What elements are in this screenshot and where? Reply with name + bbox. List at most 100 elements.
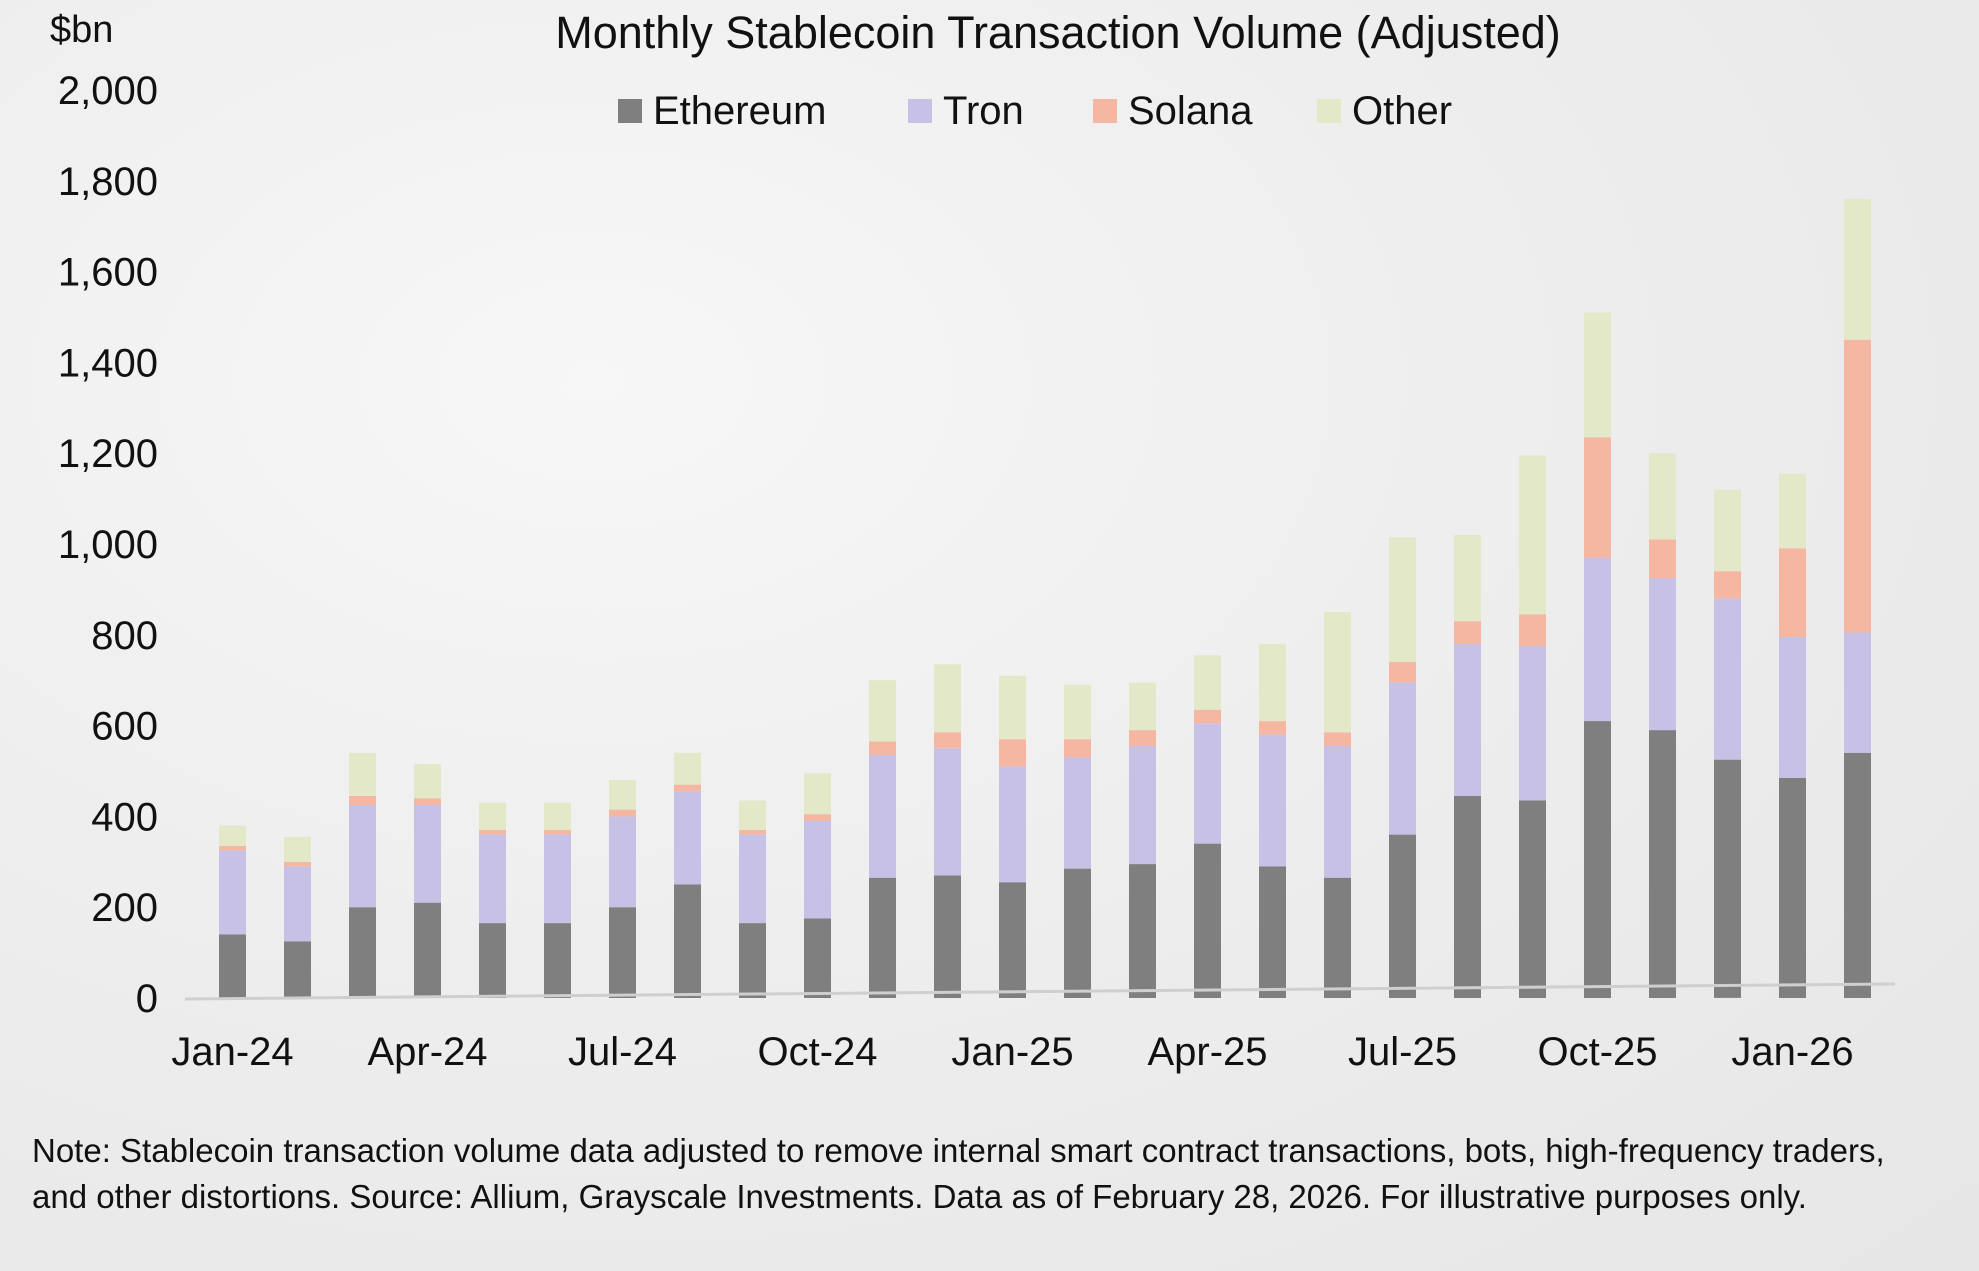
bar-ethereum-nov-25	[1649, 730, 1676, 998]
bar-tron-feb-25	[1064, 757, 1091, 869]
bar-other-dec-25	[1714, 489, 1741, 572]
bar-other-apr-24	[414, 764, 441, 799]
y-tick-label: 0	[136, 977, 158, 1021]
bar-tron-mar-24	[349, 805, 376, 908]
legend-swatch-solana	[1093, 99, 1117, 123]
legend-label-tron: Tron	[943, 89, 1024, 133]
chart-title: Monthly Stablecoin Transaction Volume (A…	[555, 7, 1561, 58]
bar-ethereum-feb-24	[284, 941, 311, 999]
x-tick-label: Apr-25	[1147, 1030, 1267, 1074]
bar-solana-apr-25	[1194, 709, 1221, 724]
bar-ethereum-oct-24	[804, 918, 831, 998]
bar-ethereum-jul-24	[609, 907, 636, 998]
bar-other-mar-24	[349, 752, 376, 796]
x-tick-label: Oct-25	[1537, 1030, 1657, 1074]
footnote: Note: Stablecoin transaction volume data…	[32, 1132, 1885, 1215]
bar-ethereum-nov-24	[869, 877, 896, 998]
bar-solana-oct-25	[1584, 437, 1611, 558]
bar-solana-mar-25	[1129, 730, 1156, 746]
bar-other-jul-24	[609, 780, 636, 810]
bar-solana-jul-25	[1389, 662, 1416, 683]
bar-ethereum-may-25	[1259, 866, 1286, 998]
bar-solana-aug-24	[674, 784, 701, 792]
bar-other-sep-24	[739, 800, 766, 830]
bar-ethereum-apr-25	[1194, 843, 1221, 998]
bar-tron-apr-24	[414, 805, 441, 903]
bar-solana-feb-26	[1844, 339, 1871, 633]
bar-tron-oct-24	[804, 820, 831, 919]
bar-solana-aug-25	[1454, 621, 1481, 644]
y-tick-label: 1,600	[58, 251, 158, 295]
bar-solana-mar-24	[349, 796, 376, 806]
bar-solana-sep-25	[1519, 614, 1546, 647]
bar-ethereum-may-24	[479, 923, 506, 998]
bar-solana-jan-26	[1779, 548, 1806, 637]
bar-other-feb-25	[1064, 684, 1091, 740]
bar-solana-may-25	[1259, 721, 1286, 735]
bar-ethereum-jan-25	[999, 882, 1026, 998]
y-tick-label: 400	[91, 795, 158, 839]
bar-solana-jul-24	[609, 809, 636, 817]
y-tick-label: 1,000	[58, 523, 158, 567]
bar-ethereum-jul-25	[1389, 834, 1416, 998]
bar-other-aug-25	[1454, 534, 1481, 622]
x-tick-label: Jul-25	[1348, 1030, 1457, 1074]
bar-other-may-24	[479, 802, 506, 830]
bar-ethereum-aug-25	[1454, 796, 1481, 998]
bar-ethereum-oct-25	[1584, 721, 1611, 998]
bar-tron-may-24	[479, 834, 506, 924]
bar-tron-feb-24	[284, 866, 311, 942]
bar-solana-nov-25	[1649, 539, 1676, 579]
bar-other-jun-24	[544, 802, 571, 830]
bar-solana-feb-25	[1064, 739, 1091, 758]
y-tick-label: 2,000	[58, 69, 158, 113]
bar-other-nov-24	[869, 680, 896, 742]
bar-tron-dec-24	[934, 748, 961, 876]
bar-solana-dec-25	[1714, 571, 1741, 599]
bar-ethereum-jan-26	[1779, 777, 1806, 998]
bar-ethereum-mar-25	[1129, 864, 1156, 998]
bar-ethereum-feb-25	[1064, 868, 1091, 998]
bar-ethereum-aug-24	[674, 884, 701, 998]
bar-ethereum-jun-24	[544, 923, 571, 998]
bar-tron-dec-25	[1714, 598, 1741, 760]
x-tick-label: Jan-26	[1731, 1030, 1853, 1074]
legend-label-other: Other	[1352, 89, 1452, 133]
bar-tron-nov-24	[869, 755, 896, 878]
bar-other-jan-25	[999, 675, 1026, 740]
bar-tron-sep-24	[739, 834, 766, 924]
bar-other-jan-24	[219, 825, 246, 846]
legend-swatch-ethereum	[618, 99, 642, 123]
bar-solana-sep-24	[739, 830, 766, 835]
bar-solana-nov-24	[869, 741, 896, 756]
bar-other-feb-24	[284, 836, 311, 862]
bar-tron-aug-25	[1454, 643, 1481, 796]
bar-ethereum-feb-26	[1844, 752, 1871, 998]
bar-ethereum-jun-25	[1324, 877, 1351, 998]
x-tick-label: Oct-24	[757, 1030, 877, 1074]
bar-other-jul-25	[1389, 537, 1416, 663]
bar-solana-jun-25	[1324, 732, 1351, 746]
bar-ethereum-mar-24	[349, 907, 376, 998]
bar-tron-aug-24	[674, 791, 701, 885]
bar-tron-feb-26	[1844, 632, 1871, 753]
bar-other-oct-25	[1584, 312, 1611, 438]
bar-tron-jul-24	[609, 816, 636, 908]
bar-tron-oct-25	[1584, 557, 1611, 721]
bar-ethereum-dec-24	[934, 875, 961, 998]
bar-other-nov-25	[1649, 453, 1676, 540]
bar-other-mar-25	[1129, 682, 1156, 731]
bar-tron-jan-24	[219, 850, 246, 935]
bar-tron-nov-25	[1649, 578, 1676, 731]
bar-tron-apr-25	[1194, 723, 1221, 844]
y-tick-label: 600	[91, 705, 158, 749]
bar-other-sep-25	[1519, 455, 1546, 615]
legend: Ethereum Tron Solana Other	[618, 89, 1452, 133]
bar-tron-jan-26	[1779, 637, 1806, 778]
legend-label-ethereum: Ethereum	[653, 89, 826, 133]
x-axis-baseline	[184, 982, 1896, 1001]
bar-tron-mar-25	[1129, 746, 1156, 864]
bar-solana-jun-24	[544, 830, 571, 835]
bar-tron-jun-24	[544, 834, 571, 924]
